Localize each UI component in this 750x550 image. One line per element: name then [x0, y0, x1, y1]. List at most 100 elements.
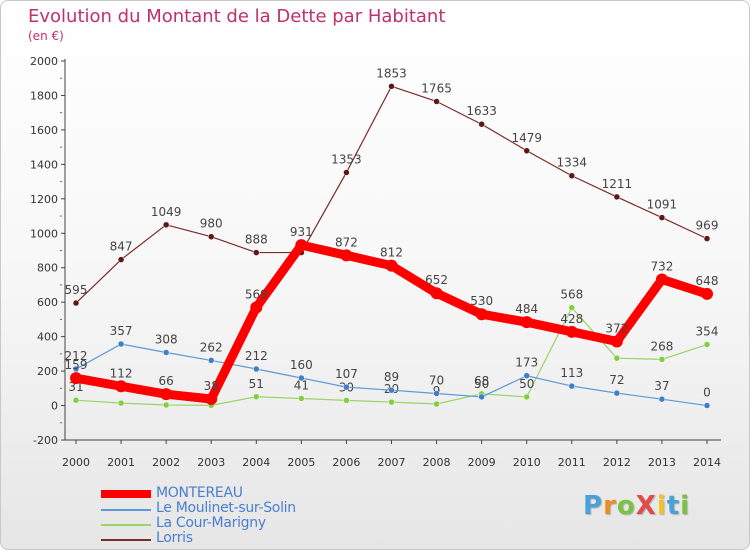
data-point: [295, 239, 308, 252]
data-label: 1334: [557, 156, 588, 170]
data-label: 569: [245, 288, 268, 302]
data-label: 812: [380, 246, 403, 260]
data-label: 72: [609, 373, 624, 387]
legend-item-lorris: Lorris: [101, 530, 361, 547]
data-label: 107: [335, 367, 358, 381]
data-point: [340, 249, 353, 262]
y-tick-label: 1000: [30, 227, 58, 240]
y-tick-label: 1600: [30, 124, 58, 137]
data-label: 68: [474, 374, 489, 388]
logo-letter: X: [635, 491, 657, 521]
data-point: [433, 98, 440, 105]
data-label: 888: [245, 233, 268, 247]
data-point: [433, 400, 440, 408]
data-label: 969: [696, 219, 719, 233]
data-point: [478, 120, 485, 128]
x-tick-label: 2003: [197, 456, 225, 469]
data-point: [523, 147, 530, 155]
data-label: 1353: [331, 152, 362, 166]
data-point: [70, 372, 82, 385]
data-point: [703, 235, 711, 242]
data-point: [388, 398, 395, 406]
data-label: 112: [110, 366, 133, 380]
x-tick-label: 2011: [558, 456, 586, 469]
data-label: 372: [605, 321, 628, 335]
y-tick-label: 1400: [30, 158, 58, 171]
data-point: [160, 388, 173, 401]
legend-item-montereau: MONTEREAU: [101, 485, 361, 502]
legend-swatch: [101, 539, 151, 541]
data-label: 931: [290, 225, 313, 239]
y-tick-label: 1800: [30, 89, 58, 102]
data-label: 51: [249, 377, 264, 391]
data-point: [430, 287, 443, 300]
x-tick-label: 2005: [287, 456, 315, 469]
data-point: [658, 356, 666, 363]
data-label: 173: [515, 356, 538, 370]
data-label: 113: [560, 366, 583, 380]
data-label: 308: [155, 332, 178, 346]
legend-swatch: [101, 509, 151, 511]
y-tick-label: -200: [33, 434, 58, 447]
data-point: [162, 349, 170, 356]
data-point: [655, 273, 668, 286]
x-tick-label: 2012: [603, 456, 631, 469]
data-point: [433, 390, 440, 397]
logo-letter: i: [680, 491, 691, 521]
data-label: 268: [650, 339, 673, 353]
x-tick-label: 2001: [107, 456, 135, 469]
data-point: [388, 386, 395, 394]
data-point: [343, 169, 350, 176]
data-label: 484: [515, 302, 538, 316]
y-tick-label: 1200: [30, 193, 58, 206]
chart-title: Evolution du Montant de la Dette par Hab…: [28, 6, 446, 27]
data-label: 847: [110, 240, 133, 254]
data-point: [72, 396, 80, 404]
data-point: [207, 233, 215, 240]
chart-legend: MONTEREAU Le Moulinet-sur-Solin La Cour-…: [101, 485, 361, 547]
x-tick-label: 2008: [423, 456, 451, 469]
legend-swatch: [101, 490, 151, 498]
data-point: [298, 374, 305, 382]
chart-unit: (en €): [28, 29, 64, 43]
data-label: 212: [65, 349, 88, 363]
data-point: [207, 357, 215, 364]
data-label: 70: [429, 373, 444, 387]
data-point: [568, 172, 576, 179]
data-label: 1479: [511, 131, 542, 145]
data-point: [568, 304, 576, 311]
data-label: 595: [65, 283, 88, 297]
x-tick-label: 2006: [332, 456, 360, 469]
logo-letter: r: [603, 491, 617, 521]
data-label: 652: [425, 273, 448, 287]
data-label: 66: [159, 374, 174, 388]
y-tick-label: 200: [37, 365, 58, 378]
y-tick-label: 2000: [30, 55, 58, 68]
data-label: 50: [474, 377, 489, 391]
data-point: [613, 193, 621, 201]
x-tick-label: 2013: [648, 456, 676, 469]
data-point: [703, 402, 711, 409]
data-point: [343, 397, 350, 404]
data-point: [475, 308, 488, 321]
data-label: 37: [654, 379, 669, 393]
data-point: [613, 389, 621, 397]
data-label: 262: [200, 340, 223, 354]
data-point: [253, 393, 260, 401]
x-tick-label: 2004: [242, 456, 270, 469]
y-tick-label: 400: [37, 331, 58, 344]
data-point: [117, 256, 125, 263]
data-point: [523, 393, 530, 401]
data-point: [115, 380, 128, 393]
data-point: [117, 399, 125, 407]
data-label: 1211: [602, 177, 633, 191]
data-point: [162, 221, 170, 229]
data-point: [253, 249, 260, 256]
logo-letter: i: [656, 491, 667, 521]
data-label: 648: [696, 274, 719, 288]
data-point: [701, 287, 713, 300]
data-point: [610, 335, 623, 348]
data-point: [613, 354, 621, 362]
data-label: 732: [650, 259, 673, 273]
data-point: [298, 395, 305, 402]
